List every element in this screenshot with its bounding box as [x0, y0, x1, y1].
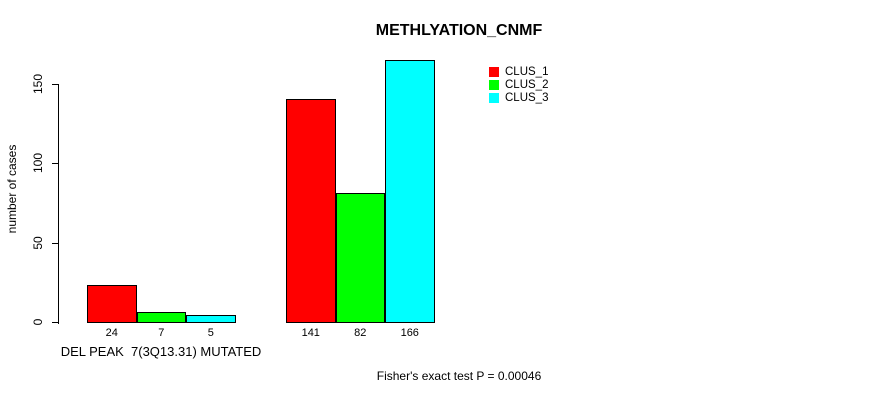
legend-label: CLUS_3: [505, 91, 549, 104]
chart-title: METHLYATION_CNMF: [375, 22, 543, 39]
y-axis-line: [58, 85, 59, 324]
y-tick-label: 50: [31, 236, 45, 250]
y-tick-mark: [52, 322, 59, 323]
y-axis-label: number of cases: [5, 144, 19, 234]
bar-value-label: 7: [158, 327, 165, 339]
y-tick-label: 100: [31, 152, 45, 174]
bar-value-label: 5: [207, 327, 214, 339]
legend: CLUS_1 CLUS_2 CLUS_3: [489, 65, 548, 104]
legend-label: CLUS_1: [505, 65, 549, 78]
annotation-fisher-test: Fisher's exact test P = 0.00046: [376, 369, 542, 383]
bar-value-label: 166: [400, 327, 419, 339]
y-tick-label: 150: [31, 73, 45, 95]
x-axis-group-label: DEL PEAK 7(3Q13.31) MUTATED: [60, 344, 262, 359]
bar-clus_2: [335, 193, 385, 323]
legend-swatch-icon: [489, 92, 499, 103]
y-tick-mark: [52, 84, 59, 85]
bar-clus_2: [136, 312, 186, 323]
legend-swatch-icon: [489, 66, 499, 77]
legend-item: CLUS_1: [489, 65, 548, 78]
bar-clus_3: [385, 60, 435, 323]
y-tick-mark: [52, 243, 59, 244]
y-tick-mark: [52, 163, 59, 164]
bar-clus_1: [87, 285, 137, 323]
bar-value-label: 141: [301, 327, 320, 339]
legend-item: CLUS_3: [489, 91, 548, 104]
bar-clus_3: [186, 315, 236, 323]
legend-label: CLUS_2: [505, 78, 549, 91]
legend-item: CLUS_2: [489, 78, 548, 91]
bar-value-label: 24: [105, 327, 118, 339]
bar-value-label: 82: [354, 327, 367, 339]
bar-clus_1: [286, 99, 336, 323]
y-tick-label: 0: [31, 318, 45, 326]
legend-swatch-icon: [489, 79, 499, 90]
